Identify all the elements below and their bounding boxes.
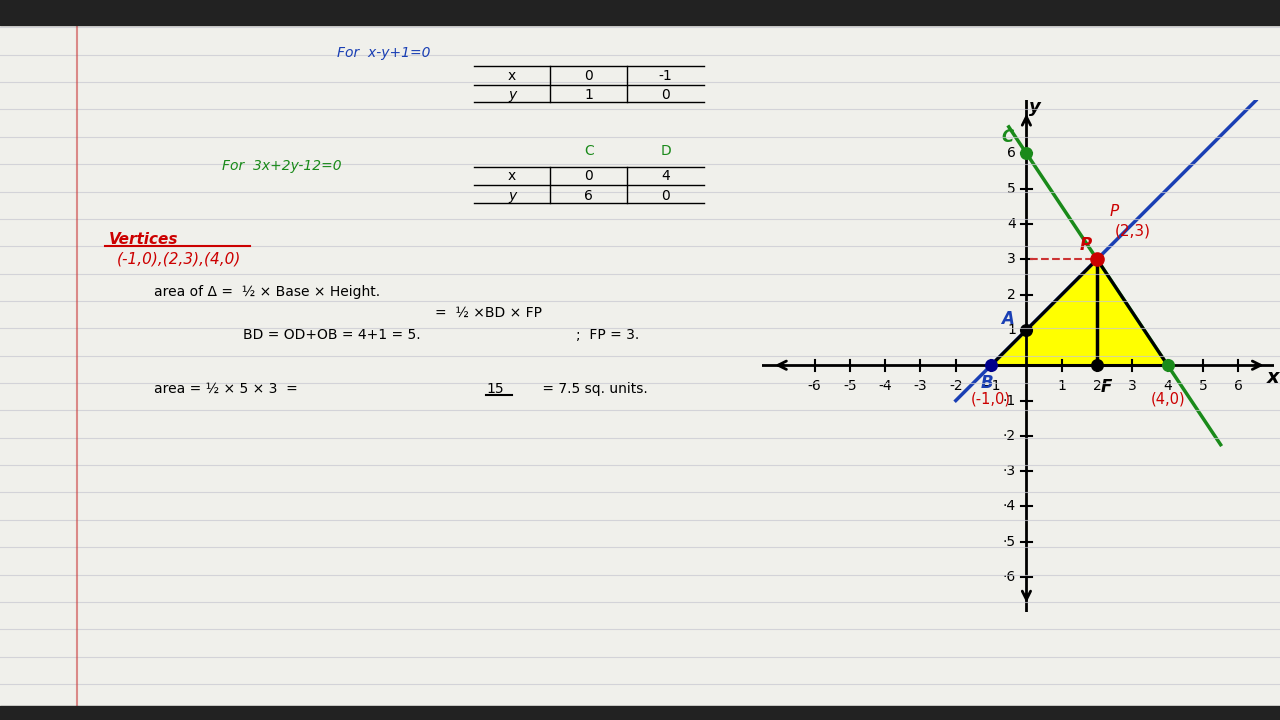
Point [980,359,1001,371]
Text: ;  FP = 3.: ; FP = 3. [576,328,639,342]
Text: D: D [660,144,671,158]
Text: = 7.5 sq. units.: = 7.5 sq. units. [538,382,648,396]
Text: x: x [1267,368,1280,387]
Point [1087,253,1107,265]
Text: F: F [1101,377,1112,395]
Text: y: y [508,88,516,102]
Text: ·6: ·6 [1002,570,1016,584]
Text: -6: -6 [808,379,822,393]
Text: (-1,0),(2,3),(4,0): (-1,0),(2,3),(4,0) [116,252,242,266]
Text: B: B [980,374,993,392]
Point [1016,324,1037,336]
Text: C: C [1002,128,1014,146]
Text: -2: -2 [948,379,963,393]
Text: 3: 3 [1007,252,1016,266]
Text: 5: 5 [1198,379,1207,393]
Text: -5: -5 [844,379,856,393]
Text: (-1,0): (-1,0) [972,392,1011,407]
Text: ·1: ·1 [1002,394,1016,408]
Text: 15: 15 [486,382,504,396]
Text: 0: 0 [585,169,593,184]
Text: 0: 0 [662,189,669,203]
Point [1016,148,1037,159]
Text: ·3: ·3 [1002,464,1016,478]
Text: 5: 5 [1007,181,1016,196]
Text: For  x-y+1=0: For x-y+1=0 [337,45,431,60]
Polygon shape [991,259,1167,365]
Text: C: C [584,144,594,158]
Text: ·4: ·4 [1002,500,1016,513]
Text: For  3x+2y-12=0: For 3x+2y-12=0 [221,158,342,173]
Text: y: y [508,189,516,203]
Text: -1: -1 [659,68,672,83]
Text: 2: 2 [1007,287,1016,302]
Text: 2: 2 [1093,379,1101,393]
Text: 1: 1 [1057,379,1066,393]
Text: -4: -4 [878,379,892,393]
Text: P: P [1110,204,1119,219]
Text: 1: 1 [585,88,593,102]
Text: 6: 6 [585,189,593,203]
Text: 4: 4 [1007,217,1016,231]
Text: −1: −1 [980,379,1001,393]
Text: 6: 6 [1007,146,1016,161]
Text: area = ½ × 5 × 3  =: area = ½ × 5 × 3 = [154,382,306,396]
Text: (2,3): (2,3) [1115,223,1151,238]
Text: y: y [1029,99,1041,117]
Text: -3: -3 [914,379,927,393]
Text: ·5: ·5 [1002,535,1016,549]
Point [1087,359,1107,371]
Text: 0: 0 [585,68,593,83]
Text: (4,0): (4,0) [1151,392,1185,407]
Text: 3: 3 [1128,379,1137,393]
Text: 0: 0 [662,88,669,102]
Text: ·2: ·2 [1002,429,1016,443]
Text: x: x [508,68,516,83]
Text: 4: 4 [662,169,669,184]
Point [1157,359,1178,371]
Text: 1: 1 [1007,323,1016,337]
Text: area of Δ =  ½ × Base × Height.: area of Δ = ½ × Base × Height. [154,284,380,299]
Text: 6: 6 [1234,379,1243,393]
Text: x: x [508,169,516,184]
Text: 4: 4 [1164,379,1172,393]
Text: P: P [1079,236,1092,254]
Text: =  ½ ×BD × FP: = ½ ×BD × FP [435,306,543,320]
Text: BD = OD+OB = 4+1 = 5.: BD = OD+OB = 4+1 = 5. [243,328,421,342]
Text: A: A [1001,310,1014,328]
Text: Vertices: Vertices [109,232,178,246]
